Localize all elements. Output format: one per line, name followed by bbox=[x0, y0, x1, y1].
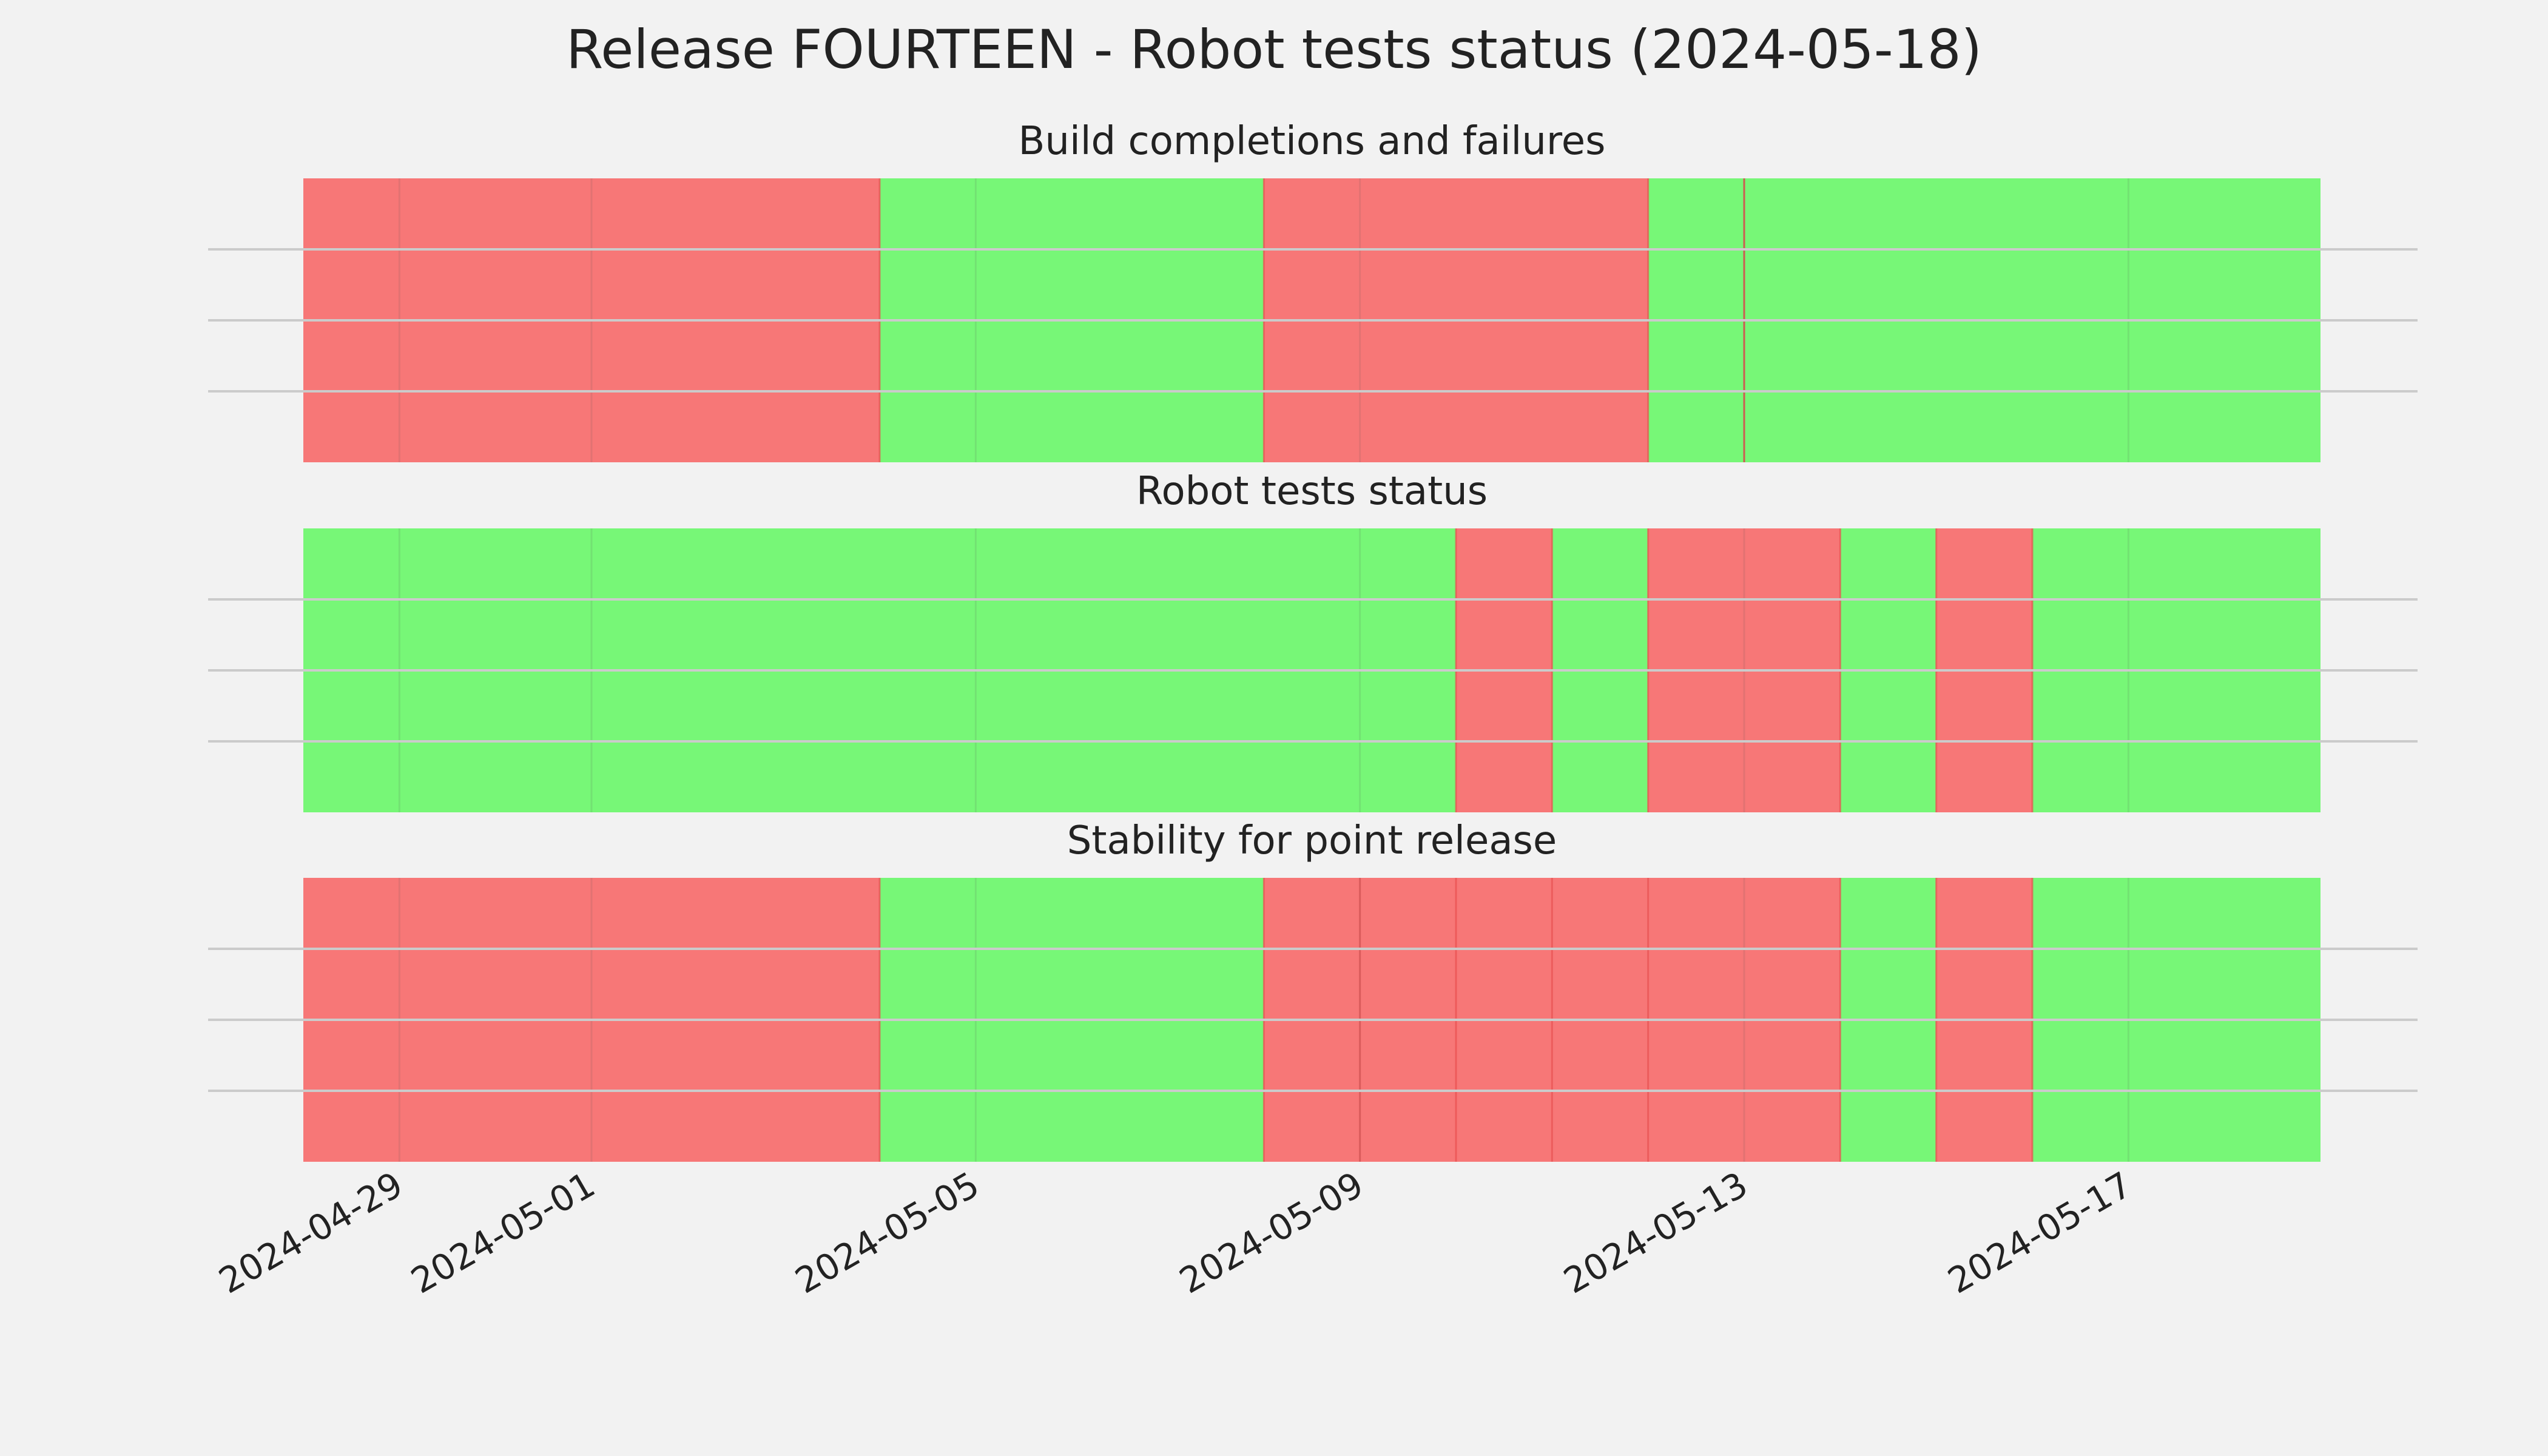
panel-title: Stability for point release bbox=[1067, 818, 1557, 863]
panel-title: Build completions and failures bbox=[1019, 119, 1606, 164]
panel-1: Build completions and failures bbox=[208, 119, 2418, 462]
panel-3: Stability for point release bbox=[208, 818, 2418, 1162]
panel-title: Robot tests status bbox=[1136, 469, 1488, 514]
chart-panels: Build completions and failures Robot test… bbox=[208, 119, 2418, 1162]
panel-2: Robot tests status bbox=[208, 469, 2418, 812]
chart-title: Release FOURTEEN - Robot tests status (2… bbox=[566, 18, 1982, 81]
